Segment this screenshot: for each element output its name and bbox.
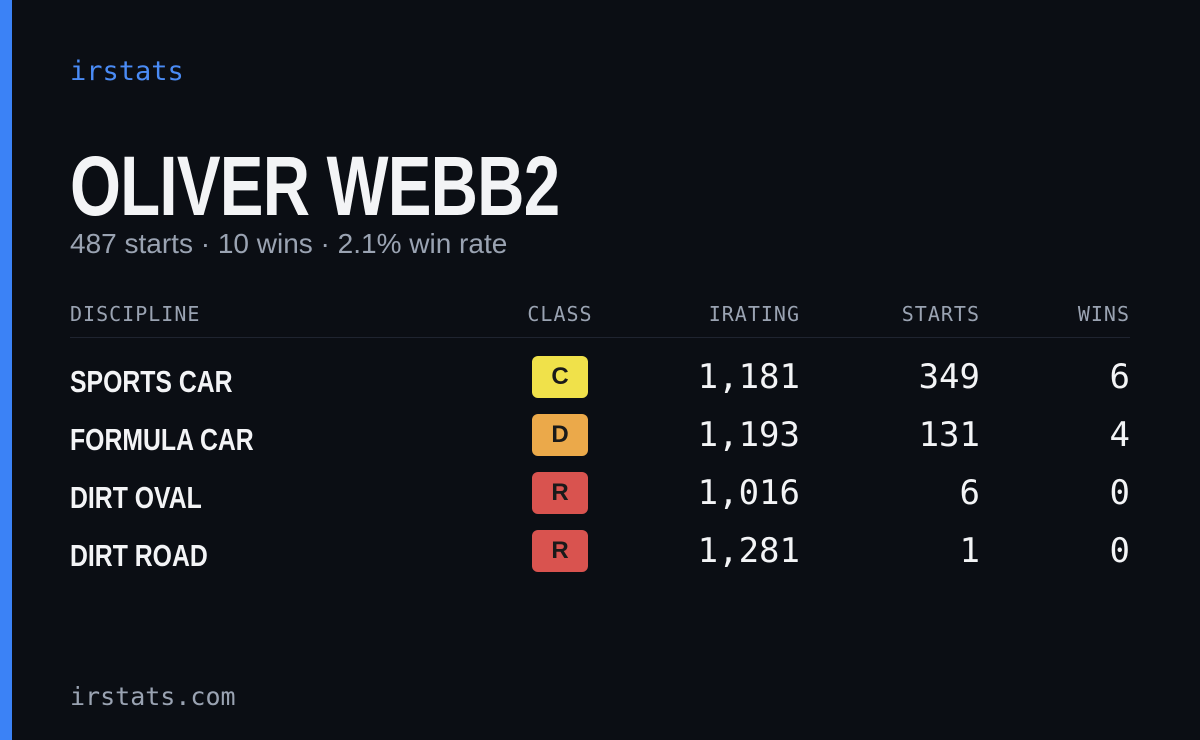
- wins: 4: [1109, 415, 1130, 455]
- wins: 6: [1109, 357, 1130, 397]
- starts: 349: [918, 357, 980, 397]
- wins: 0: [1109, 473, 1130, 513]
- column-header: IRATING: [708, 302, 800, 326]
- irating: 1,181: [697, 357, 800, 397]
- class-badge: R: [532, 530, 588, 572]
- irating: 1,016: [697, 473, 800, 513]
- header-rule: [70, 337, 1130, 338]
- driver-name: OLIVER WEBB2: [70, 139, 560, 233]
- column-header: WINS: [1077, 302, 1130, 326]
- discipline: DIRT ROAD: [70, 538, 208, 573]
- wins: 0: [1109, 531, 1130, 571]
- class-badge: D: [532, 414, 588, 456]
- starts: 1: [959, 531, 980, 571]
- footer: irstats.com: [70, 682, 236, 711]
- starts: 6: [959, 473, 980, 513]
- brand: irstats: [70, 56, 184, 87]
- discipline: FORMULA CAR: [70, 422, 254, 457]
- driver-summary: 487 starts · 10 wins · 2.1% win rate: [70, 228, 508, 259]
- class-badge: R: [532, 472, 588, 514]
- column-header: CLASS: [527, 302, 593, 326]
- column-header: DISCIPLINE: [70, 302, 201, 326]
- class-badge: C: [532, 356, 588, 398]
- discipline: DIRT OVAL: [70, 480, 202, 515]
- irating: 1,193: [697, 415, 800, 455]
- irating: 1,281: [697, 531, 800, 571]
- starts: 131: [918, 415, 980, 455]
- accent-bar: [0, 0, 12, 740]
- discipline: SPORTS CAR: [70, 364, 233, 399]
- column-header: STARTS: [901, 302, 980, 326]
